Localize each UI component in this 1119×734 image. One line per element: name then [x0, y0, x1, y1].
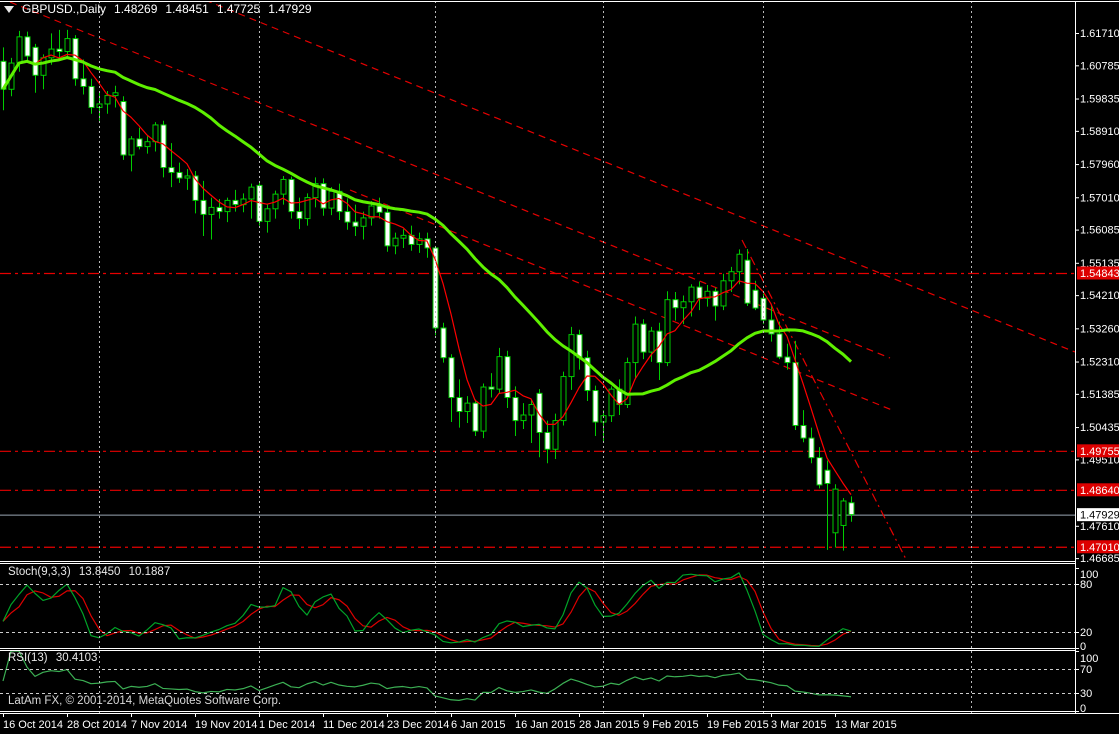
rsi-value: 30.4103 [55, 652, 98, 664]
rsi-name: RSI(13) [8, 652, 48, 664]
svg-text:28 Oct 2014: 28 Oct 2014 [67, 719, 127, 731]
stoch-signal-value: 10.1887 [128, 566, 171, 578]
symbol-dropdown-icon [4, 5, 14, 13]
svg-text:1.47010: 1.47010 [1080, 542, 1119, 554]
svg-text:1.47929: 1.47929 [1080, 510, 1119, 522]
svg-text:1 Dec 2014: 1 Dec 2014 [259, 719, 315, 731]
svg-text:100: 100 [1080, 653, 1098, 665]
svg-text:1.57960: 1.57960 [1080, 159, 1119, 171]
svg-text:20: 20 [1080, 627, 1092, 639]
svg-text:1.57010: 1.57010 [1080, 192, 1119, 204]
svg-text:1.51385: 1.51385 [1080, 389, 1119, 401]
svg-text:1.61710: 1.61710 [1080, 28, 1119, 40]
svg-text:1.46685: 1.46685 [1080, 553, 1119, 565]
svg-text:1.48640: 1.48640 [1080, 485, 1119, 497]
svg-text:1.53260: 1.53260 [1080, 323, 1119, 335]
svg-text:28 Jan 2015: 28 Jan 2015 [579, 719, 640, 731]
svg-text:1.54843: 1.54843 [1080, 268, 1119, 280]
svg-text:1.56085: 1.56085 [1080, 225, 1119, 237]
svg-text:1.52310: 1.52310 [1080, 357, 1119, 369]
svg-text:30: 30 [1080, 688, 1092, 700]
svg-text:70: 70 [1080, 664, 1092, 676]
rsi-indicator-label: RSI(13) 30.4103 [8, 652, 102, 664]
chart-title: GBPUSD.,Daily 1.48269 1.48451 1.47725 1.… [4, 2, 314, 16]
stoch-indicator-label: Stoch(9,3,3) 13.8450 10.1887 [8, 566, 175, 578]
ohlc-close: 1.47929 [268, 2, 312, 16]
svg-text:16 Jan 2015: 16 Jan 2015 [515, 719, 576, 731]
svg-text:9 Feb 2015: 9 Feb 2015 [643, 719, 699, 731]
svg-text:19 Nov 2014: 19 Nov 2014 [195, 719, 257, 731]
svg-text:1.47610: 1.47610 [1080, 521, 1119, 533]
svg-text:3 Mar 2015: 3 Mar 2015 [771, 719, 827, 731]
broker-watermark: LatAm FX, © 2001-2014, MetaQuotes Softwa… [8, 695, 282, 707]
svg-text:1.49755: 1.49755 [1080, 446, 1119, 458]
svg-text:1.54210: 1.54210 [1080, 290, 1119, 302]
svg-text:100: 100 [1080, 569, 1098, 581]
svg-text:80: 80 [1080, 579, 1092, 591]
svg-text:1.49510: 1.49510 [1080, 454, 1119, 466]
stoch-name: Stoch(9,3,3) [8, 566, 71, 578]
svg-text:6 Jan 2015: 6 Jan 2015 [451, 719, 505, 731]
ohlc-high: 1.48451 [165, 2, 209, 16]
svg-text:1.50435: 1.50435 [1080, 422, 1119, 434]
svg-text:7 Nov 2014: 7 Nov 2014 [131, 719, 187, 731]
ohlc-open: 1.48269 [114, 2, 158, 16]
svg-text:1.59835: 1.59835 [1080, 94, 1119, 106]
svg-text:0: 0 [1080, 641, 1086, 653]
svg-text:1.60785: 1.60785 [1080, 60, 1119, 72]
svg-text:13 Mar 2015: 13 Mar 2015 [835, 719, 897, 731]
svg-text:1.58910: 1.58910 [1080, 126, 1119, 138]
ohlc-low: 1.47725 [216, 2, 261, 16]
svg-text:11 Dec 2014: 11 Dec 2014 [323, 719, 385, 731]
svg-text:23 Dec 2014: 23 Dec 2014 [387, 719, 449, 731]
symbol-timeframe: GBPUSD.,Daily [22, 2, 107, 16]
stoch-main-value: 13.8450 [78, 566, 121, 578]
svg-text:0: 0 [1080, 703, 1086, 715]
svg-text:19 Feb 2015: 19 Feb 2015 [707, 719, 769, 731]
svg-text:16 Oct 2014: 16 Oct 2014 [3, 719, 63, 731]
